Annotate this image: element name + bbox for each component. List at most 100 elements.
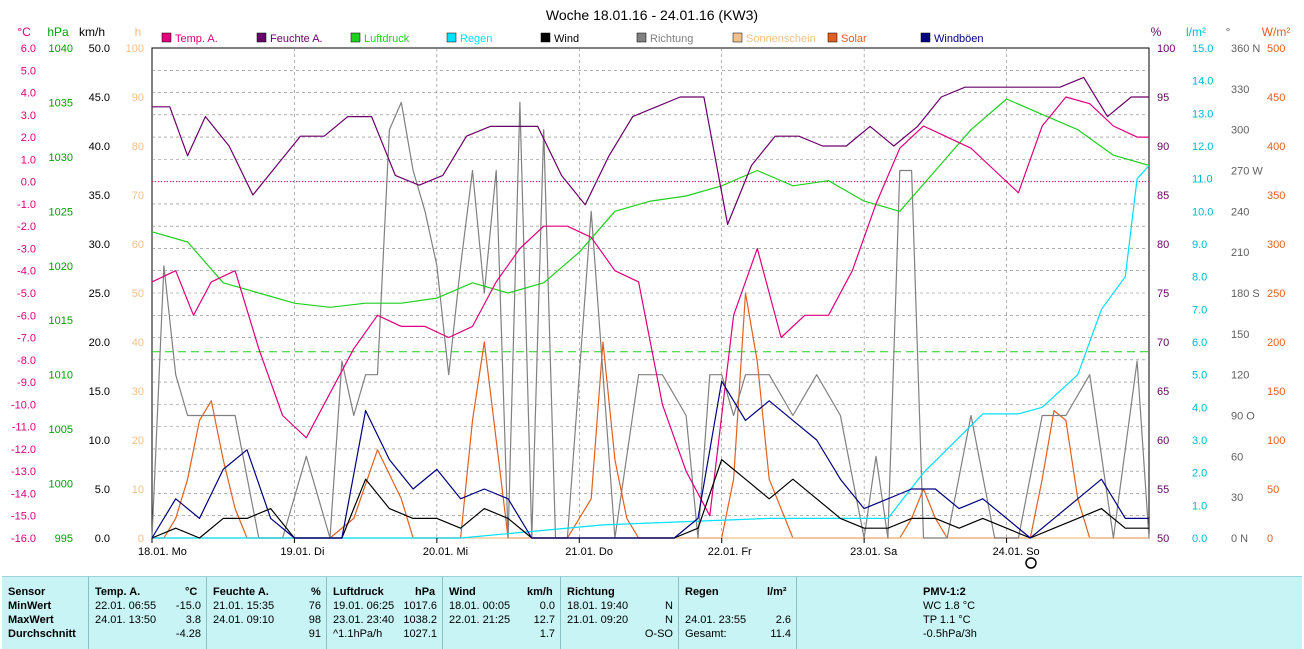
series-luftdruck [151,98,1150,308]
kmh-axis-tick: 10.0 [89,435,110,447]
stats-regen-max: 2.6 [775,614,791,626]
hpa-axis-tick: 1025 [49,206,73,218]
series-feuchte-a [152,76,1149,225]
sunshine-axis-tick: 70 [132,190,144,202]
stats-col-feuchte: Feuchte A. % 21.01. 15:35 76 24.01. 09:1… [206,577,327,649]
stats-col-temp: Temp. A. °C 22.01. 06:55 -15.0 24.01. 13… [88,577,207,649]
day-label-3: 21.01. Do [565,546,613,558]
humidity-axis-tick: 85 [1157,190,1169,202]
stats-luftdruck-min-time: 19.01. 06:25 [333,600,395,612]
humidity-axis-tick: 65 [1157,386,1169,398]
stats-luftdruck-unit: hPa [415,586,436,598]
direction-axis-tick: 60 [1231,451,1243,463]
temp-axis-tick: -3.0 [17,243,36,255]
series-regen [152,165,1150,539]
stats-regen-header: Regen [685,586,719,598]
series-temp-a [151,96,1149,517]
direction-axis-tick: 180 S [1231,288,1260,300]
data-series [151,76,1150,539]
stats-wind-header: Wind [449,586,476,598]
solar-axis-tick: 0 [1267,533,1273,545]
stats-temp-min: -15.0 [175,600,201,612]
temp-axis-tick: -5.0 [17,288,36,300]
rain-axis-tick: 1.0 [1192,500,1207,512]
sunshine-axis-tick: 90 [132,92,144,104]
stats-pmv-header: PMV-1:2 [923,586,966,598]
temp-axis-tick: -16.0 [11,533,36,545]
hpa-unit: hPa [47,25,69,39]
axis-ticks: 6.0 5.0 4.0 3.0 2.0 1.0 0.0 -1.0 -2.0 -3.0 -4.0 -5.… [11,43,1285,545]
rain-axis-tick: 7.0 [1192,304,1207,316]
stats-pmv-wc: WC 1.8 °C [923,600,976,612]
solar-axis-tick: 250 [1267,288,1285,300]
stats-wind-avg: 1.7 [539,628,555,640]
rain-axis-tick: 4.0 [1192,402,1207,414]
stats-luftdruck-max: 1038.2 [403,614,437,626]
humidity-axis-tick: 75 [1157,288,1169,300]
temp-axis-tick: -9.0 [17,377,36,389]
stats-richtung-header: Richtung [567,586,615,598]
temp-axis-tick: -12.0 [11,444,36,456]
direction-axis-tick: 150 [1231,329,1249,341]
day-label-2: 20.01. Mi [423,546,468,558]
humidity-axis-tick: 80 [1157,239,1169,251]
stats-temp-max: 3.8 [185,614,201,626]
legend-swatch-7 [827,32,838,43]
direction-axis-tick: 360 N [1231,43,1260,55]
stats-richtung-min-time: 18.01. 19:40 [567,600,629,612]
stats-row-avg: Durchschnitt [8,628,76,640]
temp-axis-tick: 0.0 [21,177,36,189]
stats-richtung-avg: O-SO [644,628,673,640]
stats-richtung-min: N [665,600,673,612]
hpa-axis-tick: 1040 [49,43,73,55]
series-windb-en [151,380,1149,539]
rain-axis-tick: 13.0 [1192,108,1213,120]
stats-wind-min: 0.0 [539,600,555,612]
rain-axis-tick: 2.0 [1192,468,1207,480]
stats-luftdruck-min: 1017.6 [403,600,437,612]
stats-luftdruck-max-time: 23.01. 23:40 [333,614,395,626]
rain-axis-tick: 0.0 [1192,533,1207,545]
legend-swatch-8 [920,32,931,43]
rain-unit: l/m² [1186,25,1206,39]
stats-wind-max-time: 22.01. 21:25 [449,614,511,626]
stats-feuchte-min-time: 21.01. 15:35 [213,600,275,612]
sunshine-axis-tick: 100 [126,43,144,55]
direction-axis-tick: 90 O [1231,411,1255,423]
sunshine-axis-tick: 30 [132,386,144,398]
temp-axis-tick: -2.0 [17,221,36,233]
kmh-axis-tick: 45.0 [89,92,110,104]
stats-row-max: MaxWert [8,614,54,626]
rain-axis-tick: 14.0 [1192,76,1213,88]
day-labels: 18.01. Mo 19.01. Di 20.01. Mi 21.01. Do 22.0… [138,538,1040,558]
legend-swatch-4 [540,32,551,43]
temp-axis-tick: -8.0 [17,355,36,367]
stats-sensor-header: Sensor [8,586,46,598]
solar-axis-tick: 100 [1267,435,1285,447]
stats-regen-unit: l/m² [767,586,787,598]
solar-axis-tick: 500 [1267,43,1285,55]
temp-axis-tick: -10.0 [11,399,36,411]
temp-axis-tick: -1.0 [17,199,36,211]
rain-axis-tick: 3.0 [1192,435,1207,447]
kmh-axis-tick: 35.0 [89,190,110,202]
day-label-1: 19.01. Di [280,546,324,558]
rain-axis-tick: 5.0 [1192,370,1207,382]
grid [152,48,1149,538]
direction-axis-tick: 0 N [1231,533,1248,545]
day-label-0: 18.01. Mo [138,546,187,558]
sunshine-axis-tick: 80 [132,141,144,153]
stats-col-pmv: PMV-1:2 WC 1.8 °C TP 1.1 °C -0.5hPa/3h [796,577,1302,649]
stats-row-min: MinWert [8,600,52,612]
direction-axis-tick: 30 [1231,492,1243,504]
sunshine-axis-tick: 0 [138,533,144,545]
day-label-4: 22.01. Fr [708,546,752,558]
stats-feuchte-max: 98 [308,614,321,626]
direction-unit: ° [1226,25,1231,39]
stats-temp-max-time: 24.01. 13:50 [95,614,157,626]
weather-chart: Woche 18.01.16 - 24.01.16 (KW3) Temp. A.… [11,7,1290,569]
stats-pmv-tp: TP 1.1 °C [923,614,971,626]
legend-label-4: Wind [554,33,579,45]
temp-axis-tick: 4.0 [21,88,36,100]
temp-axis-tick: 3.0 [21,110,36,122]
